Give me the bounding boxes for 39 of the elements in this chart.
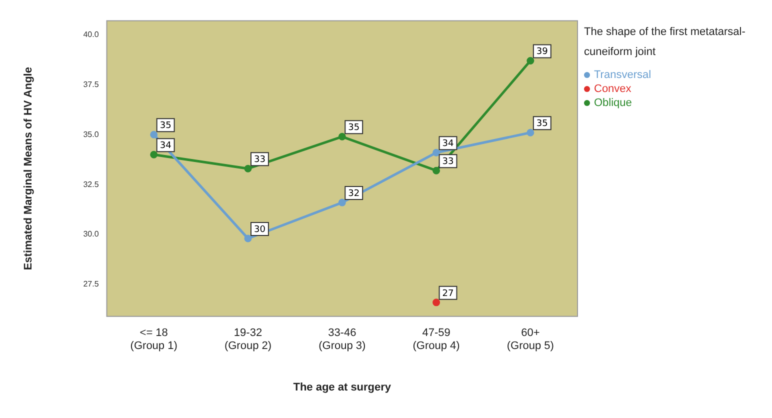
- data-label: 27: [442, 288, 454, 299]
- point: [526, 56, 534, 64]
- point: [526, 128, 534, 136]
- point: [244, 164, 252, 172]
- y-tick-label: 35.0: [83, 130, 100, 139]
- data-label: 33: [254, 154, 266, 165]
- data-label: 35: [160, 120, 172, 131]
- x-tick-label: 19-32 (Group 2): [224, 327, 272, 352]
- legend-label: Oblique: [594, 96, 632, 110]
- point: [150, 130, 158, 138]
- data-label: 30: [254, 224, 266, 235]
- data-label: 34: [442, 138, 454, 149]
- y-tick-label: 40.0: [83, 30, 100, 39]
- data-label: 35: [536, 118, 548, 129]
- point: [338, 132, 346, 140]
- point: [150, 150, 158, 158]
- point: [432, 298, 440, 306]
- x-tick-label: 60+ (Group 5): [506, 327, 554, 352]
- y-tick-label: 32.5: [83, 180, 100, 189]
- data-label: 34: [160, 140, 172, 151]
- x-tick-label: 33-46 (Group 3): [318, 327, 366, 352]
- data-label: 39: [536, 47, 548, 58]
- x-tick-label: <= 18 (Group 1): [130, 327, 178, 352]
- y-tick-label: 27.5: [83, 280, 100, 289]
- legend-label: Transversal: [594, 68, 652, 82]
- point: [244, 234, 252, 242]
- x-tick-label: 47-59 (Group 4): [412, 327, 460, 352]
- data-label: 35: [348, 122, 360, 133]
- y-tick-label: 37.5: [83, 80, 100, 89]
- y-axis-title: Estimated Marginal Means of HV Angle: [22, 67, 35, 270]
- point: [432, 148, 440, 156]
- legend-label: Convex: [594, 82, 632, 96]
- data-label: 33: [442, 156, 454, 167]
- point: [432, 166, 440, 174]
- legend-title: The shape of the first metatarsal-cuneiform joint: [584, 25, 746, 60]
- point: [338, 198, 346, 206]
- data-label: 32: [348, 188, 360, 199]
- y-tick-label: 30.0: [83, 230, 100, 239]
- x-axis-title: The age at surgery: [293, 381, 392, 394]
